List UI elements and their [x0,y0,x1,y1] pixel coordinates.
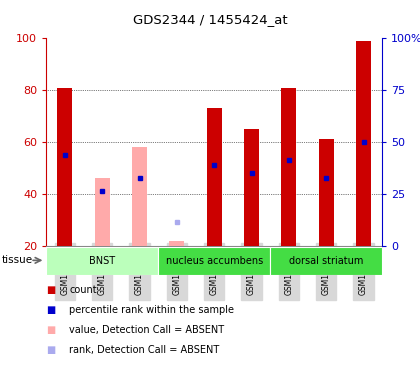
Bar [46,247,158,275]
Text: value, Detection Call = ABSENT: value, Detection Call = ABSENT [69,325,224,335]
Text: rank, Detection Call = ABSENT: rank, Detection Call = ABSENT [69,345,220,355]
Text: ■: ■ [46,325,55,335]
Bar [58,88,72,246]
Text: ■: ■ [46,345,55,355]
Bar [281,88,297,246]
Text: dorsal striatum: dorsal striatum [289,256,363,266]
Text: tissue: tissue [2,255,33,265]
Text: count: count [69,285,97,295]
Bar [319,139,333,246]
Bar [244,129,259,246]
Text: BNST: BNST [89,256,115,266]
Text: ■: ■ [46,305,55,315]
Text: GDS2344 / 1455424_at: GDS2344 / 1455424_at [133,13,287,26]
Text: nucleus accumbens: nucleus accumbens [165,256,263,266]
Bar [169,240,184,246]
Bar [270,247,382,275]
Bar [207,108,222,246]
Bar [132,147,147,246]
Bar [158,247,270,275]
Bar [95,178,110,246]
Text: percentile rank within the sample: percentile rank within the sample [69,305,234,315]
Text: ■: ■ [46,285,55,295]
Bar [356,41,371,246]
